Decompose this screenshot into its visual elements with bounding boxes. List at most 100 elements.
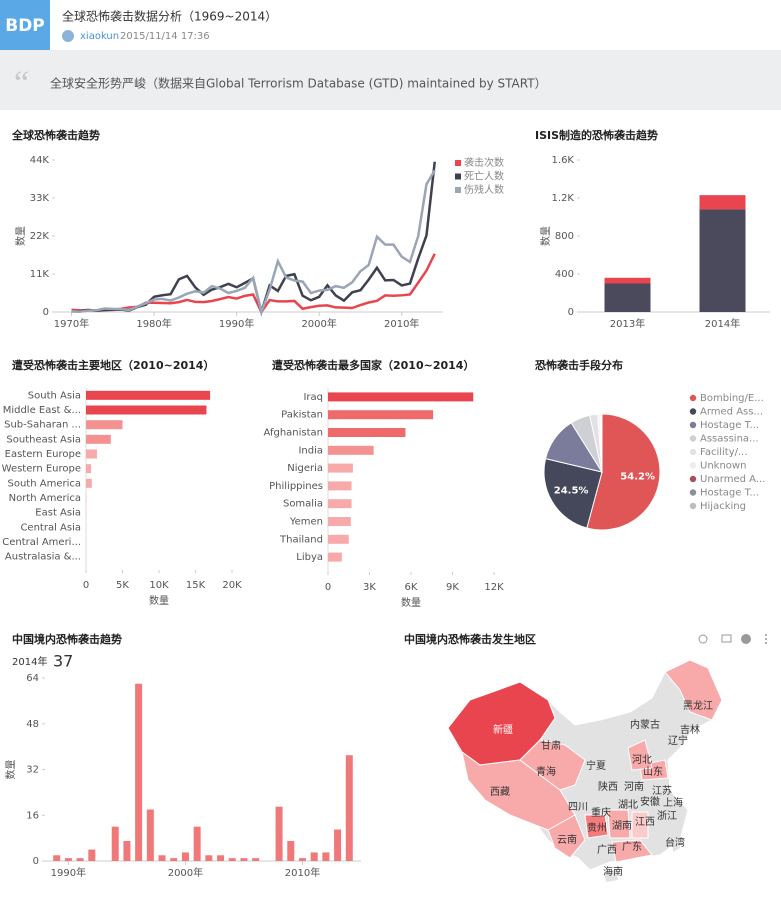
island — [672, 832, 680, 852]
bar — [158, 855, 166, 861]
bar-segment — [604, 277, 651, 284]
map-region — [547, 814, 586, 859]
bar — [64, 858, 72, 861]
legend-swatch — [455, 160, 461, 166]
y-axis-label: 数量 — [4, 760, 17, 780]
bar — [328, 481, 352, 491]
date: 2015/11/14 17:36 — [120, 31, 210, 42]
map-region — [627, 739, 653, 771]
legend-label: Bombing/E... — [700, 393, 764, 404]
x-tick-label: 0 — [325, 582, 331, 593]
category-label: Iraq — [303, 392, 323, 403]
x-tick-label: 5K — [116, 580, 129, 591]
legend-label: Assassina... — [700, 434, 759, 445]
region-label: 安徽 — [640, 795, 660, 808]
refresh-icon[interactable] — [698, 634, 708, 644]
category-label: Sub-Saharan ... — [4, 420, 81, 431]
map-region — [611, 839, 653, 863]
x-axis-label: 数量 — [149, 594, 169, 607]
legend-swatch — [689, 448, 697, 456]
x-tick-label: 1990年 — [219, 317, 254, 330]
y-tick-label: 0 — [568, 307, 574, 318]
legend-swatch — [689, 421, 697, 429]
legend-swatch — [689, 408, 697, 415]
category-label: Afghanistan — [263, 428, 323, 439]
x-tick-label: 2000年 — [301, 317, 336, 330]
category-label: Thailand — [279, 534, 323, 545]
region-label: 甘肃 — [541, 739, 561, 752]
region-label: 黑龙江 — [683, 699, 713, 712]
slice-label: 24.5% — [554, 485, 589, 496]
bar — [275, 806, 283, 861]
x-tick-label: 2010年 — [384, 317, 419, 330]
region-label: 云南 — [557, 833, 577, 846]
region-label: 四川 — [568, 802, 588, 813]
category-label: Eastern Europe — [5, 449, 81, 460]
category-label: Central Asia — [20, 522, 81, 533]
avatar[interactable] — [62, 30, 74, 42]
bar — [252, 858, 260, 861]
legend-swatch — [689, 475, 697, 483]
bar-segment — [699, 195, 746, 210]
author[interactable]: xiaokun — [80, 31, 119, 42]
more-icon[interactable] — [765, 638, 767, 640]
map-region — [607, 809, 631, 839]
series-line — [71, 253, 436, 315]
x-tick-label: 15K — [186, 580, 206, 591]
y-tick-label: 11K — [30, 269, 50, 280]
region-label: 江苏 — [652, 784, 672, 797]
x-tick-label: 2013年 — [610, 317, 645, 330]
category-label: Yemen — [289, 517, 323, 528]
quote-mark: “ — [14, 65, 29, 102]
bar-segment — [604, 283, 651, 312]
bar — [86, 449, 97, 459]
x-tick-label: 9K — [446, 582, 459, 593]
info-icon[interactable] — [741, 634, 751, 644]
more-icon[interactable] — [765, 634, 767, 636]
bar — [345, 755, 353, 861]
legend-label: Hijacking — [700, 501, 746, 512]
bar — [135, 683, 143, 861]
bar — [322, 852, 330, 861]
category-label: Libya — [296, 552, 323, 563]
x-tick-label: 1990年 — [51, 866, 86, 879]
region-label: 河北 — [632, 754, 652, 766]
region-label: 江西 — [635, 816, 655, 828]
x-tick-label: 0 — [83, 580, 89, 591]
map-tools — [698, 634, 767, 644]
slice-label: 54.2% — [620, 472, 655, 483]
y-tick-label: 0 — [43, 307, 49, 318]
region-label: 陕西 — [598, 780, 618, 793]
region-label: 广西 — [597, 844, 617, 856]
region-label: 宁夏 — [586, 759, 606, 772]
region-label: 广东 — [622, 840, 642, 853]
region-label: 海南 — [603, 865, 623, 878]
more-icon[interactable] — [765, 642, 767, 644]
region-label: 辽宁 — [668, 734, 688, 747]
legend-label: Unarmed A... — [700, 474, 765, 485]
map-region — [664, 659, 723, 721]
x-axis-label: 数量 — [401, 596, 421, 609]
region-label: 湖南 — [612, 819, 632, 832]
region-label: 新疆 — [493, 723, 513, 736]
bar — [240, 858, 248, 861]
y-tick-label: 48 — [26, 719, 39, 730]
chart-title: 全球恐怖袭击趋势 — [11, 128, 100, 142]
region-label: 河南 — [624, 780, 644, 793]
quote-band — [0, 52, 781, 110]
region-label: 上海 — [663, 796, 683, 809]
x-tick-label: 20K — [222, 580, 242, 591]
bar — [328, 428, 406, 437]
chart-title: ISIS制造的恐怖袭击趋势 — [535, 128, 658, 142]
x-tick-label: 6K — [405, 582, 418, 593]
x-tick-label: 2014年 — [705, 317, 740, 330]
map-region — [631, 811, 649, 839]
bar — [328, 410, 434, 420]
legend-label: 死亡人数 — [464, 170, 504, 183]
bar — [86, 464, 92, 474]
bar — [111, 826, 119, 861]
quote: 全球安全形势严峻（数据来自Global Terrorism Database (… — [50, 76, 547, 91]
x-tick-label: 10K — [149, 580, 169, 591]
screen-icon[interactable] — [721, 634, 732, 643]
